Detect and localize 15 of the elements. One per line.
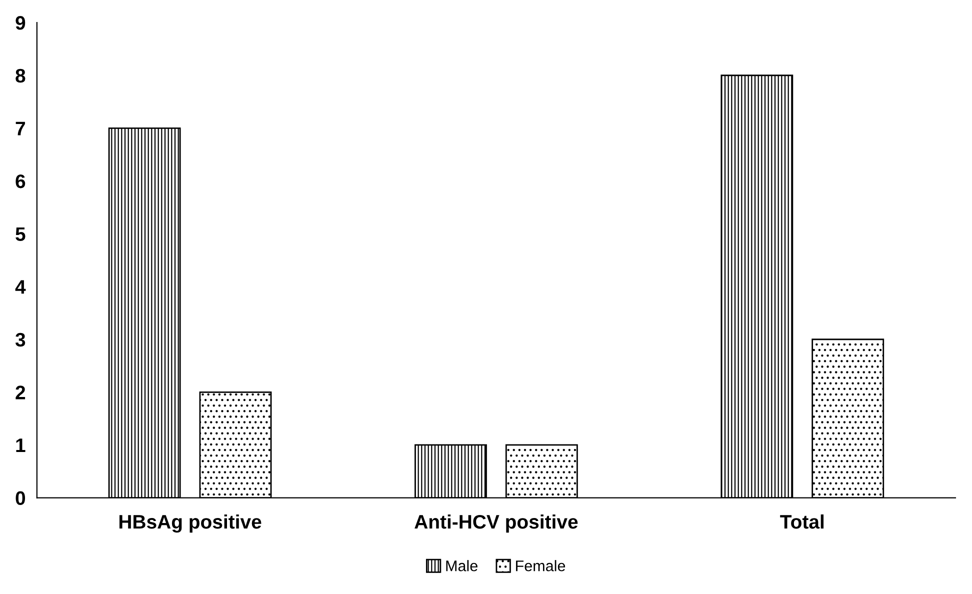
y-tick-label: 8 — [16, 68, 26, 83]
x-tick-label: Total — [780, 514, 824, 529]
legend-label: Male — [446, 560, 478, 572]
legend-label: Female — [516, 560, 566, 572]
y-tick-label: 5 — [16, 227, 26, 242]
y-tick-label: 3 — [15, 332, 26, 347]
y-tick-label: 2 — [16, 386, 26, 400]
x-tick-label: Anti-HCV positive — [414, 514, 578, 533]
y-tick-label: 9 — [16, 16, 26, 30]
x-tick-label: HBsAg positive — [119, 514, 262, 533]
y-tick-label: 7 — [16, 122, 25, 136]
y-tick-label: 4 — [15, 280, 26, 294]
y-tick-label: 0 — [16, 491, 26, 506]
y-tick-label: 6 — [16, 174, 26, 188]
y-tick-label: 1 — [16, 438, 26, 452]
